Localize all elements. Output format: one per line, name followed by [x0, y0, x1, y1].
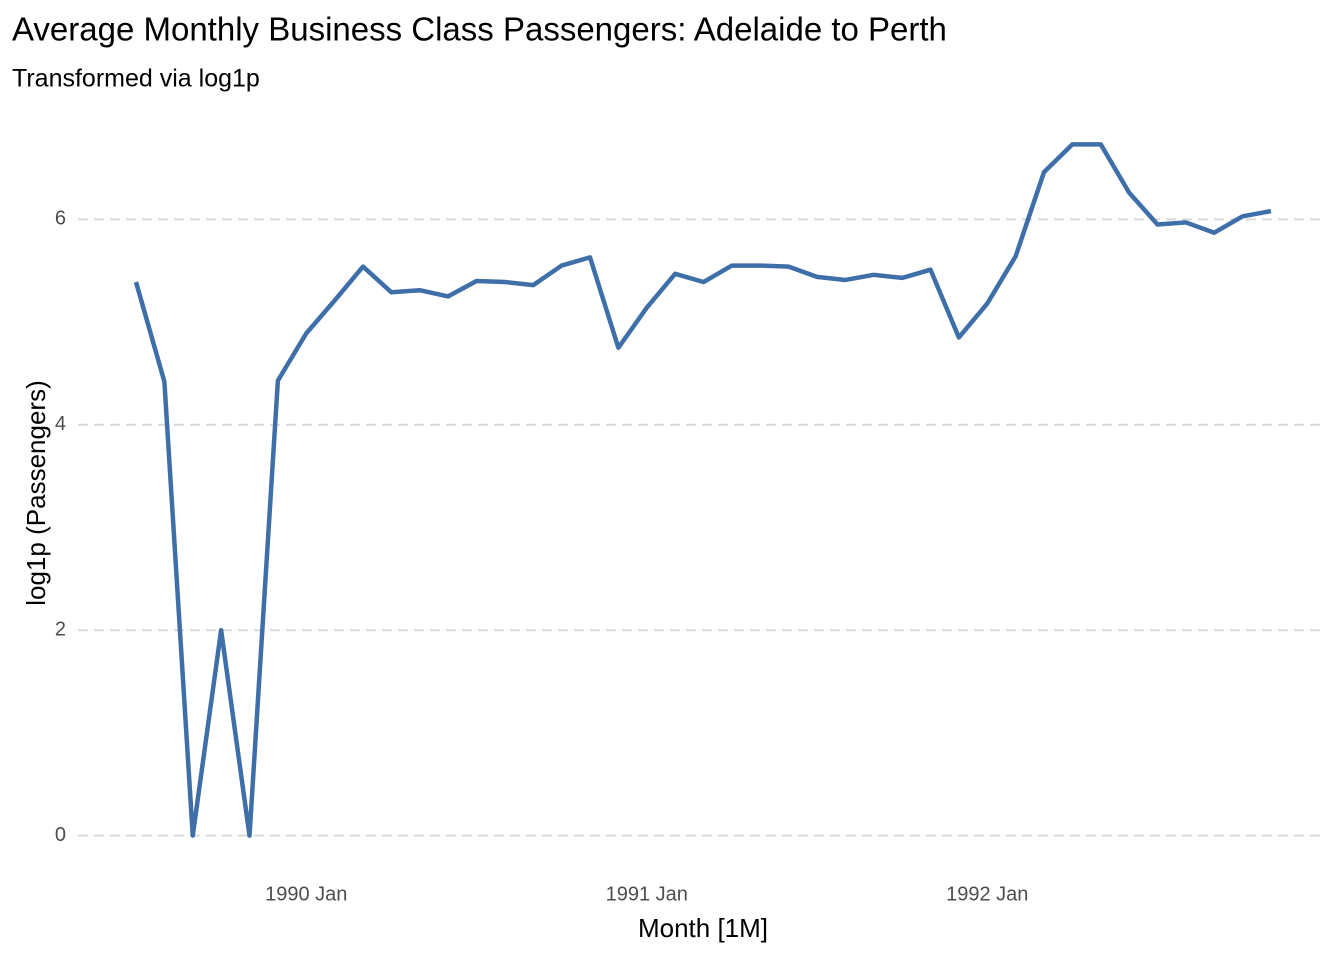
y-tick-label: 0	[55, 824, 66, 846]
x-axis-title: Month [1M]	[638, 913, 768, 943]
y-tick-label: 6	[55, 208, 66, 230]
y-axis-title: log1p (Passengers)	[21, 380, 51, 605]
chart-title: Average Monthly Business Class Passenger…	[12, 11, 947, 48]
y-tick-label: 2	[55, 618, 66, 640]
y-tick-label: 4	[55, 413, 66, 435]
data-line	[133, 142, 1272, 838]
chart-subtitle: Transformed via log1p	[12, 65, 260, 93]
x-tick-label: 1990 Jan	[265, 883, 347, 905]
x-tick-label: 1991 Jan	[606, 883, 688, 905]
x-tick-label: 1992 Jan	[946, 883, 1028, 905]
